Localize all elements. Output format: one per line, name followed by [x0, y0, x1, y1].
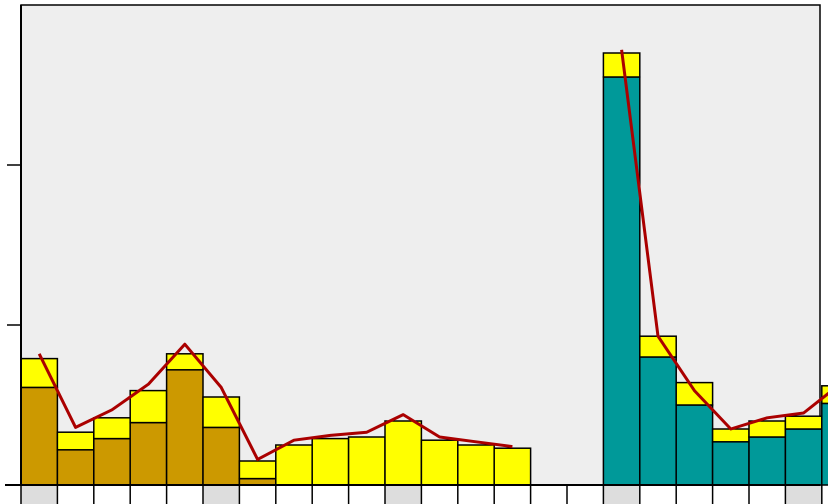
bar-segment-top	[675, 381, 714, 406]
bar-segment-top	[384, 420, 423, 486]
bar-segment-top	[347, 436, 386, 486]
bar-segment-top	[202, 396, 241, 429]
category-tab	[275, 486, 313, 504]
category-tab	[385, 486, 422, 504]
category-tab	[676, 486, 713, 504]
bar-segment-top	[93, 417, 131, 440]
category-tab	[57, 486, 94, 504]
trend-line	[37, 342, 513, 461]
bar-segment-bottom	[20, 386, 59, 486]
category-tab	[603, 486, 640, 504]
bar-segment-top	[420, 439, 459, 486]
category-tab-row	[20, 485, 828, 504]
category-tab	[567, 486, 604, 504]
bar-segment-bottom	[165, 369, 204, 486]
category-tab	[457, 486, 495, 504]
category-tab	[93, 486, 131, 504]
bar-segment-bottom	[675, 404, 714, 486]
category-tab	[348, 486, 385, 504]
bar-segment-bottom	[821, 402, 828, 486]
category-tab	[421, 486, 458, 504]
bar-segment-top	[784, 415, 823, 430]
trend-line-group	[37, 49, 828, 461]
bar-segment-bottom	[93, 437, 131, 486]
category-tab	[530, 486, 567, 504]
category-tab	[494, 486, 531, 504]
category-tab	[166, 486, 203, 504]
bar-segment-top	[129, 389, 168, 424]
category-tab	[312, 486, 349, 504]
bar-segment-bottom	[56, 449, 95, 486]
bar-segment-top	[20, 357, 59, 389]
category-tab	[130, 486, 167, 504]
bar-segment-top	[711, 428, 750, 443]
category-tab	[785, 486, 822, 504]
category-tab	[21, 486, 58, 504]
bar-segment-bottom	[784, 428, 823, 486]
category-tab	[203, 486, 240, 504]
bar-segment-top	[493, 447, 532, 486]
bar-segment-top	[238, 460, 277, 480]
category-tab	[749, 486, 786, 504]
category-tab	[239, 486, 276, 504]
bar-segment-bottom	[748, 436, 787, 486]
bar-segment-bottom	[711, 441, 750, 486]
bar-segment-top	[275, 444, 313, 486]
bar-segment-top	[165, 353, 204, 371]
bar-segment-bottom	[202, 426, 241, 486]
bar-segment-top	[56, 431, 95, 451]
category-tab	[712, 486, 749, 504]
bar-segment-top	[311, 437, 350, 486]
bar-segment-top	[748, 420, 787, 438]
axes	[5, 5, 820, 486]
trend-line	[620, 49, 828, 431]
category-tab	[821, 486, 828, 504]
bar-segment-bottom	[639, 356, 677, 486]
category-tab	[639, 486, 677, 504]
bar-segment-top	[457, 444, 495, 486]
bar-segment-bottom	[129, 421, 168, 486]
